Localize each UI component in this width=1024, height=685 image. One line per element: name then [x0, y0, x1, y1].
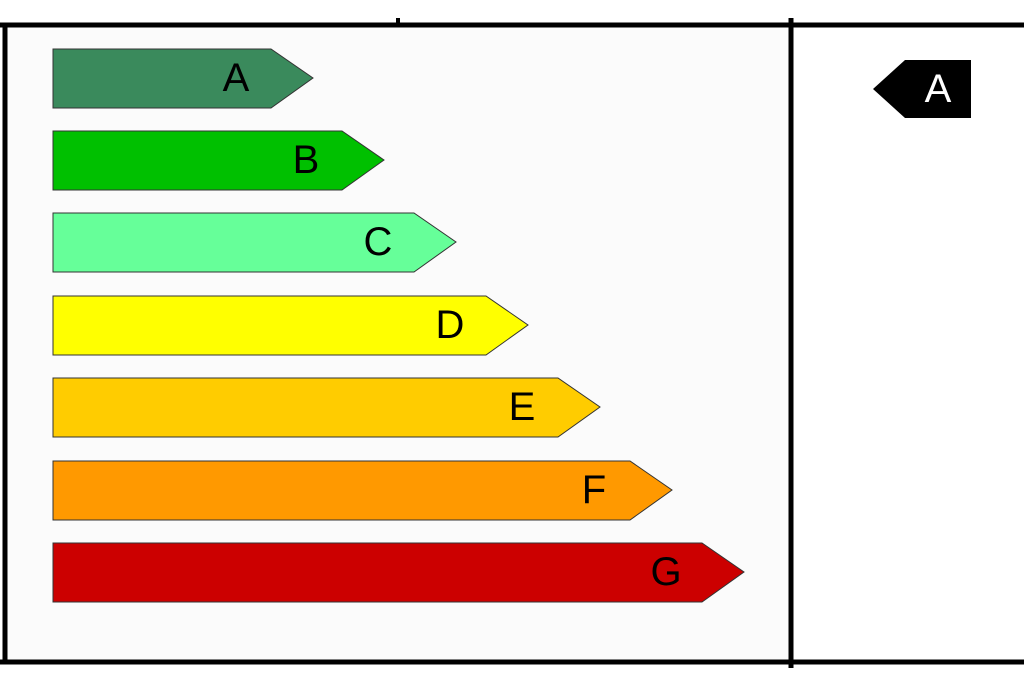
class-arrow [52, 542, 745, 603]
class-arrow [52, 48, 314, 109]
rating-label: A [925, 67, 952, 111]
class-arrow [52, 460, 673, 521]
class-arrow [52, 130, 385, 191]
class-label: A [223, 56, 250, 100]
class-label: F [582, 468, 606, 512]
class-arrow [52, 212, 457, 273]
class-label: G [650, 550, 681, 594]
class-label: D [436, 303, 465, 347]
rating-marker [873, 60, 971, 118]
class-arrow [52, 377, 601, 438]
class-label: B [293, 138, 320, 182]
class-label: E [509, 385, 536, 429]
class-label: C [364, 220, 393, 264]
class-arrow [52, 295, 529, 356]
